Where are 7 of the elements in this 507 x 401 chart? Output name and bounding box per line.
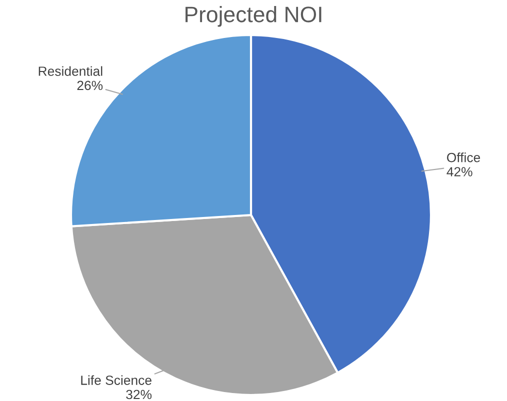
slice-label: Residential (38, 66, 102, 76)
slice-label: Life Science (81, 375, 152, 385)
chart-title: Projected NOI (186, 6, 322, 27)
data-label: 42% (446, 167, 472, 176)
slice-label: Office (447, 152, 480, 162)
data-label: 32% (126, 390, 152, 400)
data-label: 26% (77, 80, 103, 90)
